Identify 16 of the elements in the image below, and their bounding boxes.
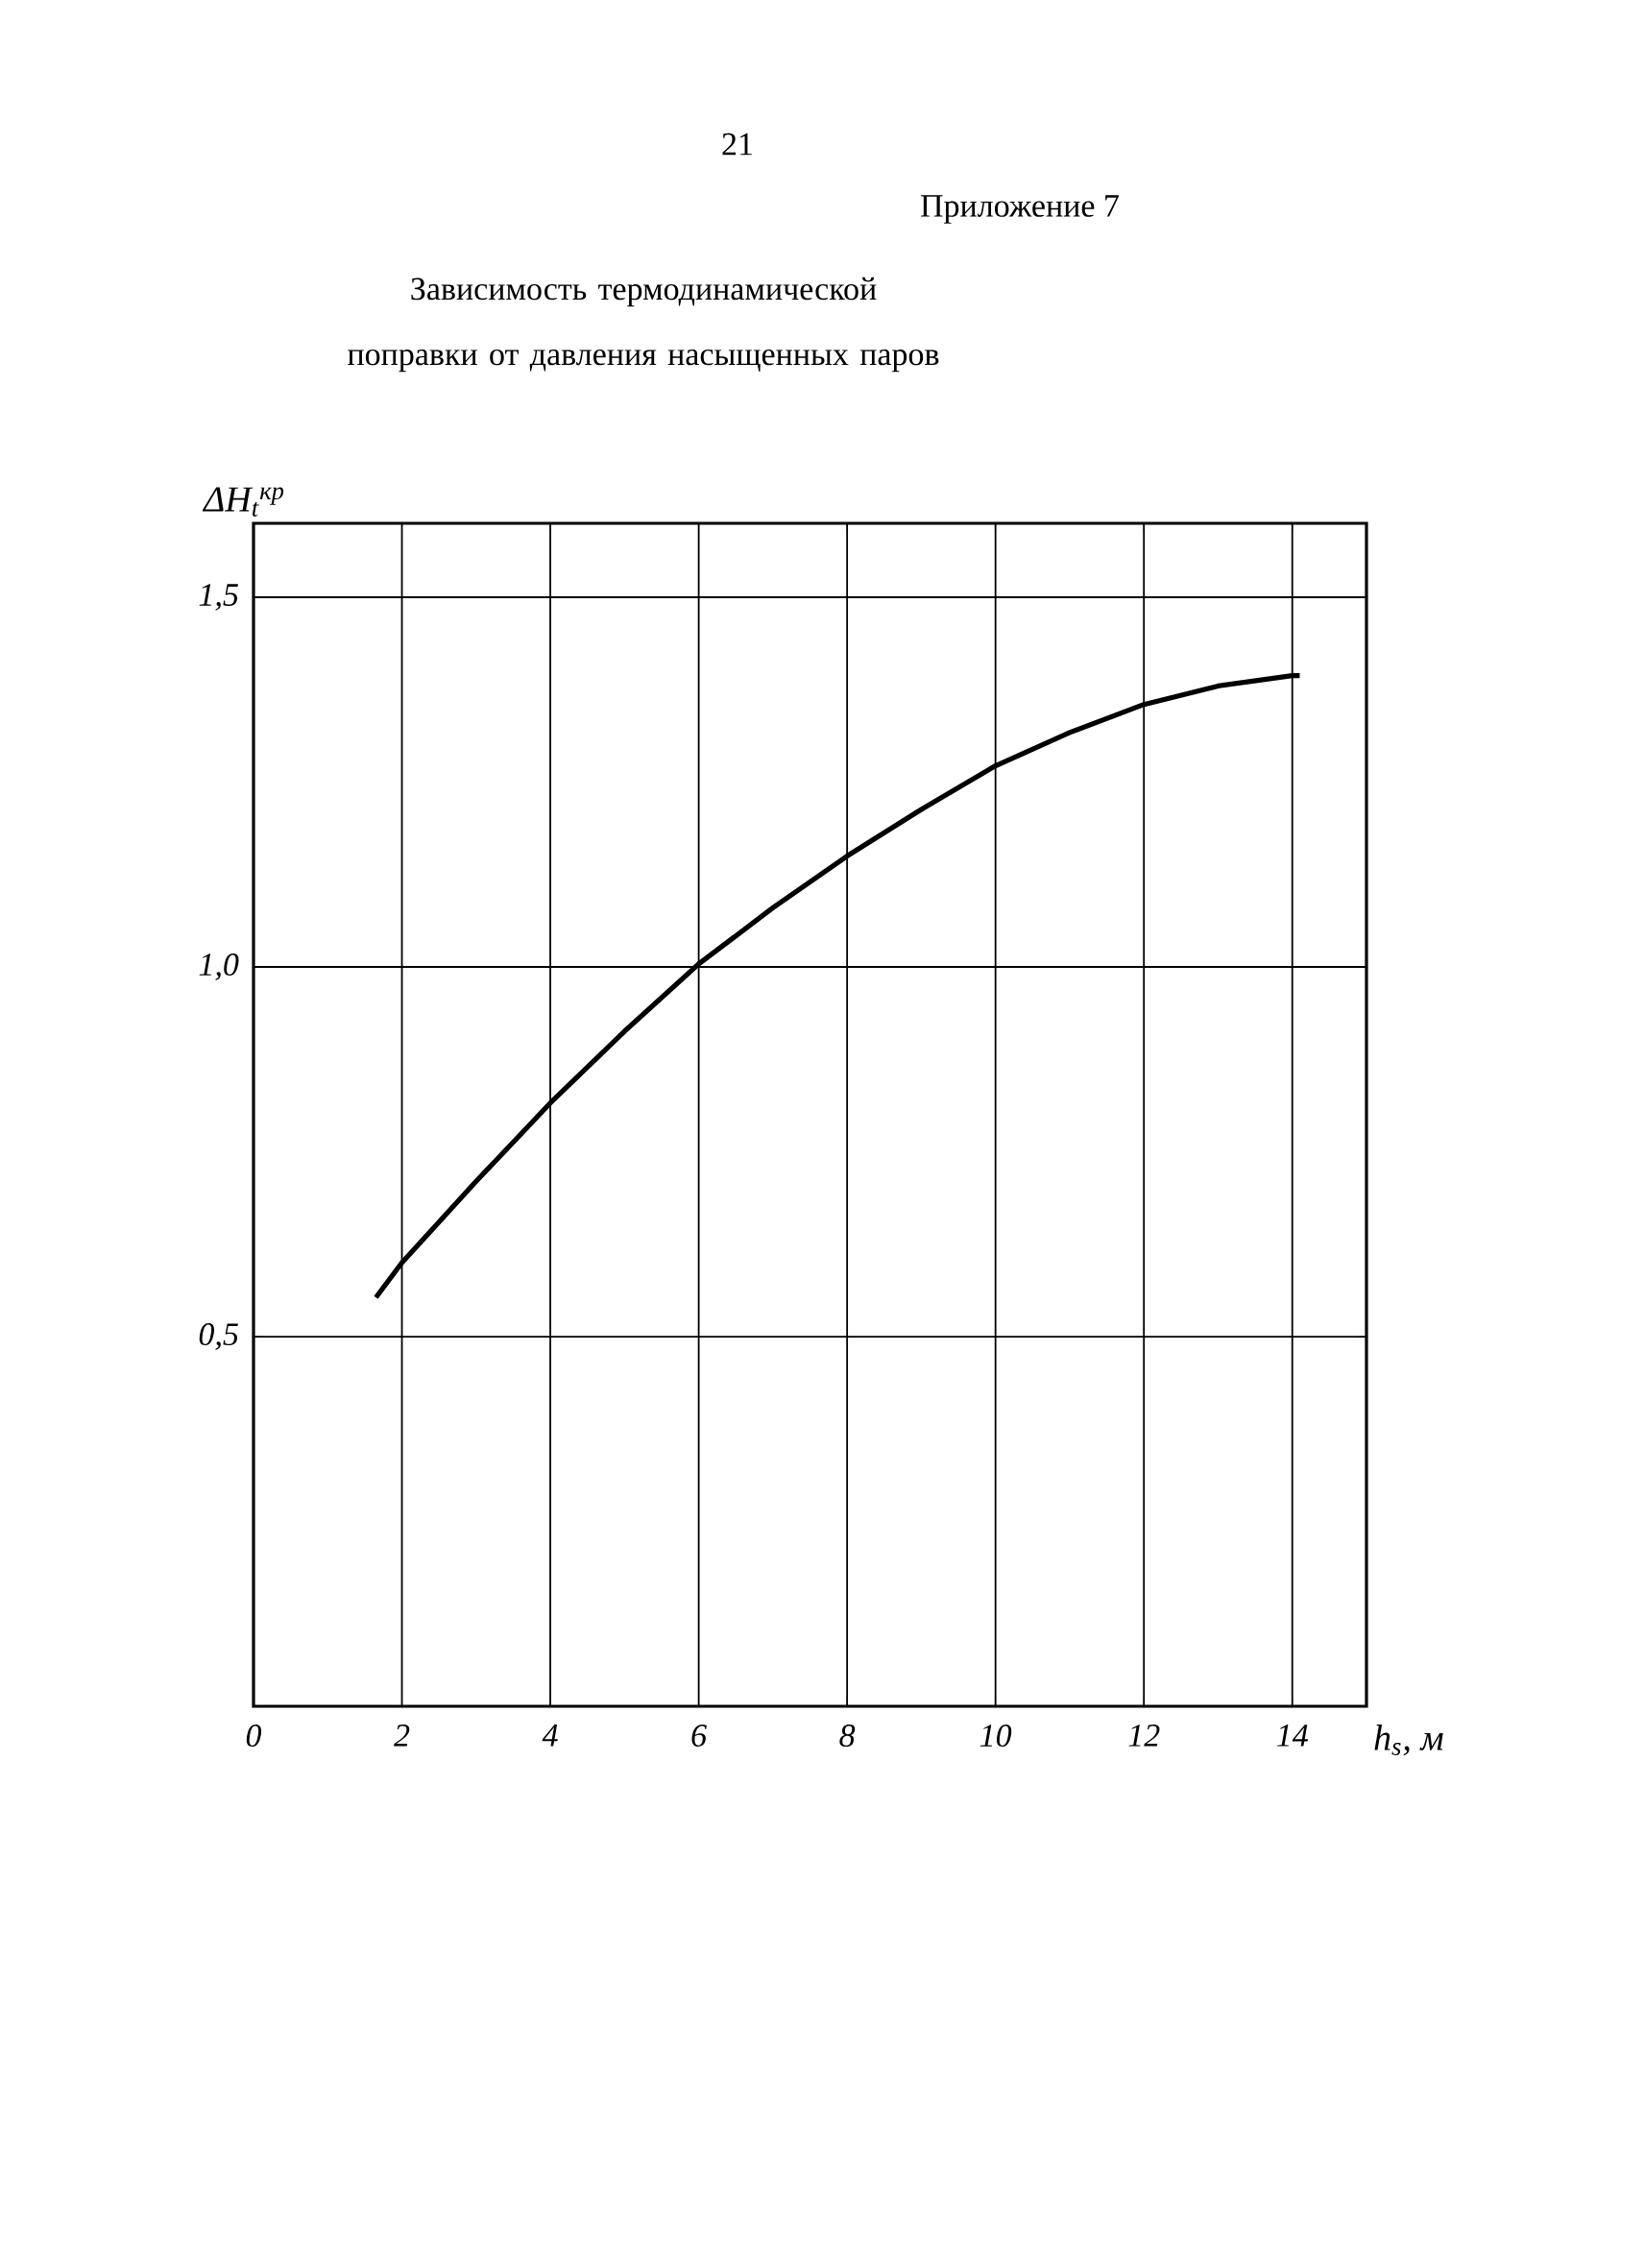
x-tick-label: 14: [1276, 1725, 1308, 1747]
y-tick-label: 1,5: [199, 584, 238, 611]
x-axis-title: h$_{s}$, м: [1374, 1725, 1443, 1756]
x-tick-label: 0: [246, 1725, 262, 1748]
x-tick-label: 2: [394, 1725, 410, 1747]
x-tick-label: 4: [542, 1725, 558, 1747]
x-tick-label: 8: [839, 1725, 856, 1748]
chart-title: Зависимость термодинамической поправки от давления насыщенных паров: [348, 277, 939, 373]
y-tick-label: 1,0: [199, 953, 239, 980]
text: Приложение 7: [920, 195, 1119, 224]
x-tick-label: 10: [979, 1725, 1012, 1748]
text: 21: [722, 133, 752, 156]
y-axis-title: ΔH$_{t}$кр: [202, 487, 284, 517]
y-tick-label: 0,5: [199, 1323, 238, 1350]
x-tick-label: 12: [1128, 1725, 1160, 1747]
x-tick-label: 6: [691, 1725, 707, 1747]
